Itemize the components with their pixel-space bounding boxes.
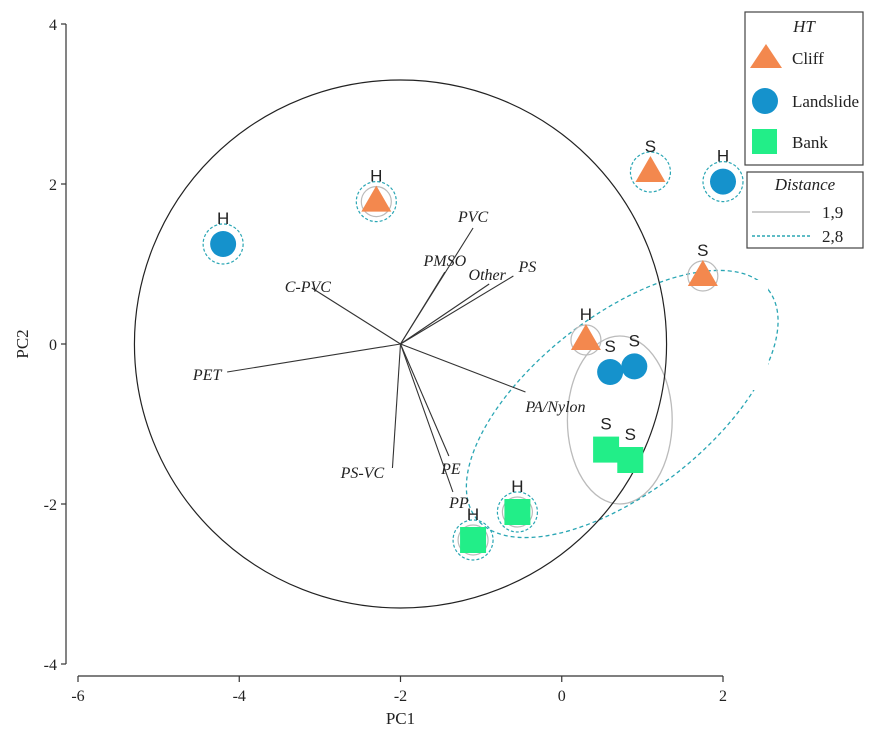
landslide-point-marker xyxy=(621,353,648,380)
legend-label-cliff: Cliff xyxy=(792,49,824,68)
vector-label: PET xyxy=(192,367,223,384)
vector-line xyxy=(400,343,526,393)
vector-line xyxy=(227,343,401,373)
point-label: S xyxy=(629,331,640,350)
point-halo-2-8 xyxy=(629,151,672,193)
vector-label: PE xyxy=(440,461,461,478)
point-halo-2-8 xyxy=(702,161,744,203)
point-label: S xyxy=(645,137,656,156)
legend-title-distance: Distance xyxy=(774,175,836,194)
vector-line xyxy=(399,343,454,493)
vector-line xyxy=(400,271,446,345)
axes: -4 -2 0 2 4 -6 -4 -2 0 2 PC1 PC2 xyxy=(13,17,727,728)
legend-label-1-9: 1,9 xyxy=(822,203,843,222)
point-halo-2-8 xyxy=(452,519,494,561)
legend-triangle-marker xyxy=(750,44,782,68)
y-tick-label: 0 xyxy=(49,337,57,354)
bank-point-marker xyxy=(504,499,531,525)
y-axis-title: PC2 xyxy=(13,329,32,358)
legend-label-bank: Bank xyxy=(792,133,828,152)
point-halo-2-8 xyxy=(496,491,539,533)
vector-label: PP xyxy=(448,495,469,512)
point-label: H xyxy=(580,305,592,324)
distance-1-9-ellipse xyxy=(566,335,673,505)
bank-point-marker xyxy=(460,527,487,553)
legend: HT Cliff Landslide Bank Distance 1,9 2,8 xyxy=(744,11,864,249)
vector-label: C-PVC xyxy=(285,279,332,296)
point-halo-2-8 xyxy=(355,181,397,223)
vector-line xyxy=(391,343,402,469)
legend-circle-marker xyxy=(752,88,778,114)
similarity-ellipses xyxy=(465,269,779,539)
cliff-point-marker xyxy=(687,260,718,286)
point-label: S xyxy=(625,425,636,444)
point-label: S xyxy=(604,337,615,356)
landslide-point-marker xyxy=(710,168,736,195)
cliff-point-marker xyxy=(361,185,392,212)
legend-label-2-8: 2,8 xyxy=(822,227,843,246)
cliff-point-marker xyxy=(570,324,601,350)
y-tick-label: 2 xyxy=(49,177,57,194)
point-halo-1-9 xyxy=(457,524,489,556)
vector-line xyxy=(311,287,401,345)
legend-title-ht: HT xyxy=(792,17,816,36)
vector-label: PMSO xyxy=(423,253,467,270)
y-tick-label: -4 xyxy=(44,657,57,674)
vector-label: Other xyxy=(469,267,507,284)
vector-line xyxy=(400,283,490,345)
point-label: H xyxy=(717,147,729,166)
legend-label-landslide: Landslide xyxy=(792,92,859,111)
point-label: S xyxy=(600,415,611,434)
bank-point-marker xyxy=(593,436,620,463)
landslide-point-marker xyxy=(210,231,237,257)
vector-label: PVC xyxy=(457,209,489,226)
ellipse-clip-mask xyxy=(738,280,768,390)
point-label: H xyxy=(370,167,382,186)
point-label: H xyxy=(511,477,523,496)
legend-square-marker xyxy=(752,129,777,154)
x-axis-title: PC1 xyxy=(386,709,415,728)
x-tick-label: 2 xyxy=(719,688,727,705)
y-tick-label: 4 xyxy=(49,17,57,34)
correlation-circle-outline xyxy=(133,79,668,609)
y-tick-label: -2 xyxy=(44,497,57,514)
landslide-point-marker xyxy=(597,359,624,385)
correlation-circle xyxy=(133,79,668,609)
x-tick-label: -6 xyxy=(71,688,84,705)
vector-label: PS xyxy=(517,259,536,276)
cliff-point-marker xyxy=(635,156,666,182)
vector-label: PA/Nylon xyxy=(524,399,585,416)
vector-label: PS-VC xyxy=(340,465,385,482)
x-tick-label: 0 xyxy=(558,688,566,705)
bank-point-marker xyxy=(617,447,644,473)
vector-line xyxy=(399,343,450,457)
point-halo-2-8 xyxy=(202,223,244,265)
x-tick-label: -2 xyxy=(394,688,407,705)
vector-line xyxy=(400,275,514,345)
distance-2-8-ellipse xyxy=(465,269,779,539)
point-halo-1-9 xyxy=(501,496,534,528)
point-label: S xyxy=(697,241,708,260)
point-label: H xyxy=(217,209,229,228)
x-tick-label: -4 xyxy=(233,688,246,705)
point-label: H xyxy=(467,505,479,524)
